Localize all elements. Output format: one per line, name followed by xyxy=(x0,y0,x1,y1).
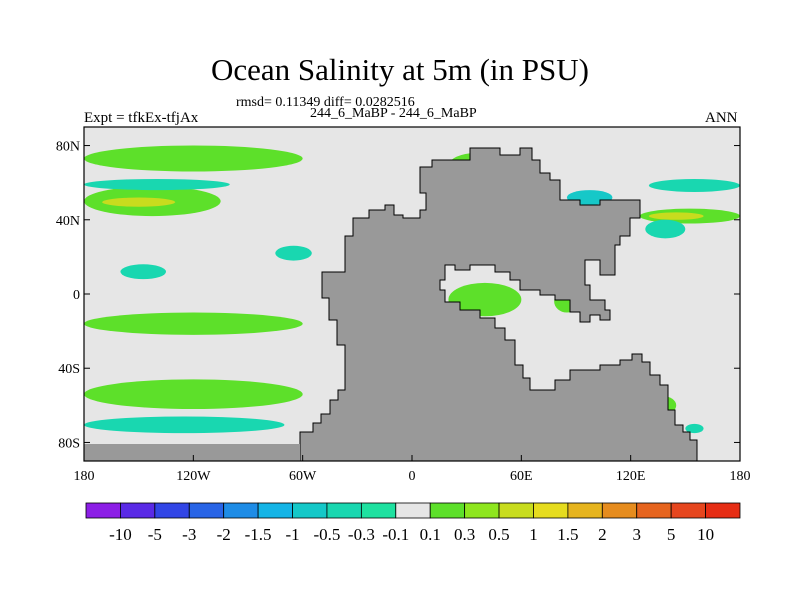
colorbar-swatch xyxy=(636,502,672,519)
anomaly-southern-ocean-band xyxy=(84,379,303,410)
anomaly-east-boundary-dip-south xyxy=(645,219,686,239)
colorbar-swatch xyxy=(705,502,741,519)
anomaly-east-pacific-patch xyxy=(275,245,312,261)
anomaly-north-pacific-core xyxy=(102,197,176,207)
colorbar-swatch xyxy=(464,502,500,519)
colorbar-swatch xyxy=(154,502,190,519)
colorbar-label: 2 xyxy=(598,525,607,544)
x-tick-label: 120E xyxy=(616,469,646,484)
y-tick-label: 40S xyxy=(58,362,80,377)
colorbar-label: -1.5 xyxy=(245,525,272,544)
map-area xyxy=(84,127,740,461)
season-label: ANN xyxy=(705,110,738,126)
colorbar-label: 0.1 xyxy=(420,525,441,544)
anomaly-south-east-rim xyxy=(685,423,704,434)
y-tick-label: 0 xyxy=(73,288,80,303)
colorbar: -10 -5 -3 -2 -1.5 -1 -0.5 -0.3 -0.1 0.1 0.3 0.5 1 1.5… xyxy=(85,502,741,544)
colorbar-swatch xyxy=(429,502,466,519)
colorbar-swatch xyxy=(120,502,156,519)
x-tick-label: 60W xyxy=(289,469,317,484)
colorbar-label: 0.5 xyxy=(488,525,509,544)
colorbar-label: -0.3 xyxy=(348,525,375,544)
x-tick-label: 180 xyxy=(74,469,95,484)
colorbar-label: -2 xyxy=(217,525,231,544)
colorbar-swatch xyxy=(395,502,431,519)
colorbar-label: 0.3 xyxy=(454,525,475,544)
colorbar-swatch xyxy=(223,502,259,519)
colorbar-swatch xyxy=(670,502,706,519)
x-tick-label: 180 xyxy=(730,469,751,484)
colorbar-swatch xyxy=(85,502,121,519)
colorbar-swatch xyxy=(498,502,534,519)
anomaly-south-pacific-band xyxy=(84,312,303,335)
colorbar-label: -0.5 xyxy=(313,525,340,544)
x-axis: 180 120W 60W 0 60E 120E 180 xyxy=(74,455,751,484)
colorbar-label: 1 xyxy=(529,525,538,544)
colorbar-swatch xyxy=(257,502,293,519)
stats-label: rmsd= 0.11349 diff= 0.0282516 xyxy=(236,95,415,110)
colorbar-label: -3 xyxy=(182,525,196,544)
y-tick-label: 80S xyxy=(58,436,80,451)
colorbar-label: -0.1 xyxy=(382,525,409,544)
anomaly-subtropical-pacific xyxy=(120,264,166,280)
y-tick-label: 40N xyxy=(56,214,80,229)
x-tick-label: 60E xyxy=(510,469,533,484)
anomaly-nh-high-lat-band xyxy=(84,145,303,172)
anomaly-southern-ocean-rim xyxy=(84,416,285,434)
x-tick-label: 0 xyxy=(409,469,416,484)
anomaly-far-east-strip xyxy=(648,178,740,192)
colorbar-swatch xyxy=(292,502,328,519)
land-mass xyxy=(299,147,698,461)
run-label: 244_6_MaBP - 244_6_MaBP xyxy=(310,106,477,121)
y-axis: 80N 40N 0 40S 80S xyxy=(56,140,740,451)
colorbar-swatch xyxy=(601,502,638,519)
colorbar-label: 3 xyxy=(632,525,641,544)
anomaly-east-boundary-core xyxy=(648,212,704,220)
experiment-label: Expt = tfkEx-tfjAx xyxy=(84,110,199,126)
colorbar-swatch xyxy=(533,502,569,519)
plot-title: Ocean Salinity at 5m (in PSU) xyxy=(211,52,589,87)
colorbar-label: 10 xyxy=(697,525,714,544)
colorbar-label: 5 xyxy=(667,525,676,544)
anomaly-inland-basin-patch xyxy=(448,282,522,317)
colorbar-swatch xyxy=(360,502,397,519)
colorbar-swatch xyxy=(567,502,603,519)
land-mass-south-strip xyxy=(84,444,300,461)
colorbar-label: 1.5 xyxy=(557,525,578,544)
colorbar-label: -5 xyxy=(148,525,162,544)
x-tick-label: 120W xyxy=(176,469,211,484)
colorbar-label: -10 xyxy=(109,525,132,544)
colorbar-swatch xyxy=(326,502,362,519)
colorbar-swatch xyxy=(188,502,225,519)
anomaly-north-pacific-rim xyxy=(84,178,230,191)
colorbar-label: -1 xyxy=(285,525,299,544)
y-tick-label: 80N xyxy=(56,140,80,155)
